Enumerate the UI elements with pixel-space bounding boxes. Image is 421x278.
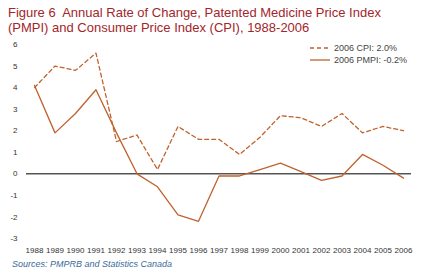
svg-text:2003: 2003 (333, 246, 351, 255)
svg-text:4: 4 (13, 83, 18, 92)
svg-text:1992: 1992 (108, 246, 126, 255)
svg-text:2005: 2005 (374, 246, 392, 255)
svg-text:6: 6 (13, 40, 18, 49)
svg-text:3: 3 (13, 105, 18, 114)
svg-text:1998: 1998 (231, 246, 249, 255)
svg-text:1990: 1990 (67, 246, 85, 255)
html-text:2006 CPI: 2.0%: 2006 CPI: 2.0% (334, 43, 397, 53)
html-text:2006 PMPI: -0.2%: 2006 PMPI: -0.2% (334, 55, 407, 65)
svg-text:1: 1 (13, 148, 18, 157)
svg-text:1995: 1995 (169, 246, 187, 255)
svg-text:-3: -3 (10, 234, 18, 243)
svg-text:5: 5 (13, 62, 18, 71)
svg-text:1991: 1991 (87, 246, 105, 255)
svg-text:1994: 1994 (149, 246, 167, 255)
html-text:Sources: PMPRB and Statistics: Sources: PMPRB and Statistics Canada (12, 259, 173, 269)
svg-text:-2: -2 (10, 213, 18, 222)
svg-text:0: 0 (13, 169, 18, 178)
svg-text:1993: 1993 (128, 246, 146, 255)
svg-text:2002: 2002 (313, 246, 331, 255)
svg-text:1996: 1996 (190, 246, 208, 255)
svg-text:2006: 2006 (395, 246, 413, 255)
svg-text:1988: 1988 (26, 246, 44, 255)
svg-text:2001: 2001 (292, 246, 310, 255)
svg-text:2: 2 (13, 126, 18, 135)
svg-text:2000: 2000 (272, 246, 290, 255)
svg-text:1989: 1989 (46, 246, 64, 255)
svg-text:1997: 1997 (210, 246, 228, 255)
svg-text:2004: 2004 (354, 246, 372, 255)
svg-text:1999: 1999 (251, 246, 269, 255)
html-text:Figure 6 Annual Rate of Change: Figure 6 Annual Rate of Change, Patented… (8, 5, 385, 35)
svg-text:-1: -1 (10, 191, 18, 200)
